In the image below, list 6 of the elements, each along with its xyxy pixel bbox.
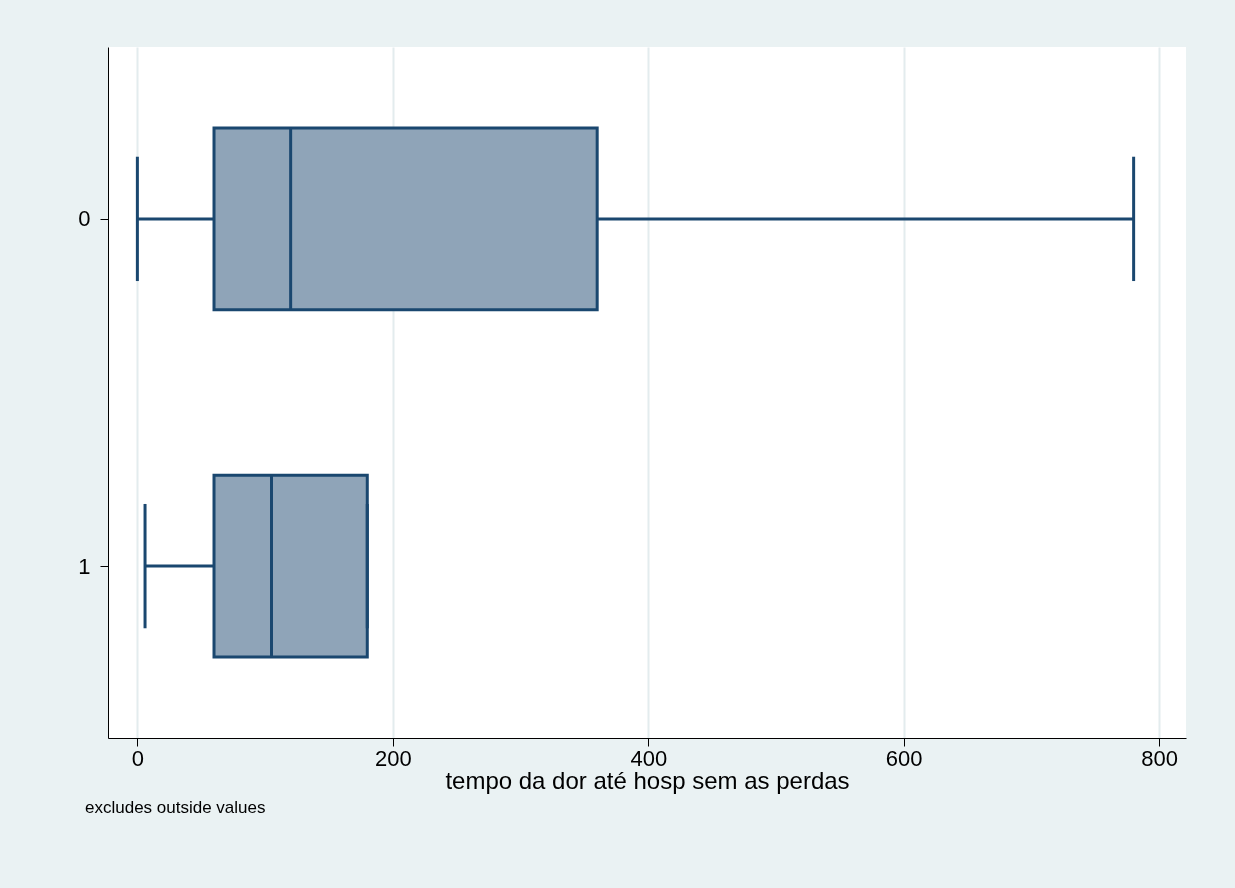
x-tick-label: 800: [1141, 745, 1179, 771]
text: excludes outside values: [85, 798, 266, 817]
x-tick-label: 0: [131, 745, 144, 771]
y-tick-label: 1: [78, 553, 91, 579]
x-tick-label: 200: [374, 745, 412, 771]
x-tick-label: 600: [885, 745, 923, 771]
